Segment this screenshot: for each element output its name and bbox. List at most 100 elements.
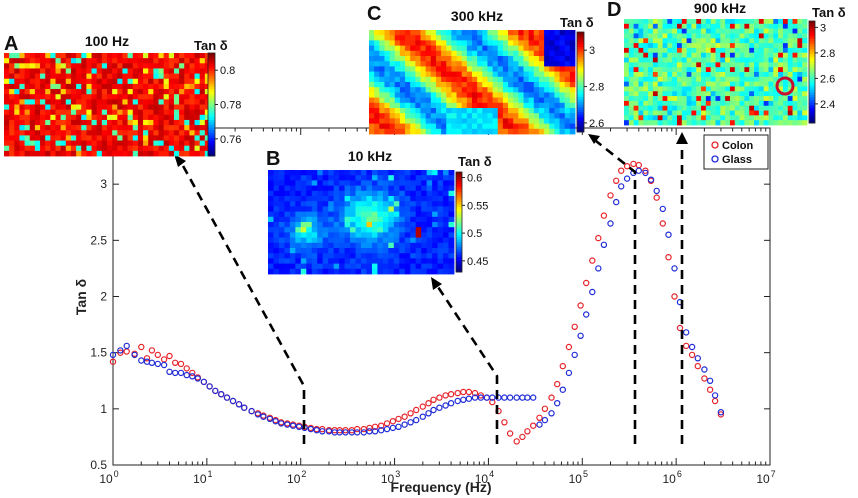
colorbar-segment bbox=[208, 109, 215, 113]
heatmap-cell bbox=[143, 104, 149, 111]
heatmap-cell bbox=[482, 87, 488, 93]
heatmap-cell bbox=[421, 201, 428, 207]
heatmap-cell bbox=[168, 53, 175, 59]
heatmap-cell bbox=[410, 30, 416, 36]
heatmap-cell bbox=[705, 86, 712, 92]
heatmap-cell bbox=[758, 67, 765, 73]
heatmap-cell bbox=[19, 114, 25, 121]
heatmap-cell bbox=[143, 78, 149, 85]
heatmap-cell bbox=[34, 119, 41, 126]
heatmap-cell bbox=[328, 227, 335, 233]
heatmap-cell bbox=[415, 113, 421, 119]
heatmap-cell bbox=[443, 237, 449, 244]
heatmap-cell bbox=[168, 68, 175, 74]
heatmap-cell bbox=[107, 63, 113, 69]
heatmap-cell bbox=[34, 145, 41, 152]
heatmap-cell bbox=[701, 91, 707, 97]
heatmap-cell bbox=[40, 68, 46, 74]
colorbar-segment bbox=[809, 43, 815, 47]
heatmap-cell bbox=[194, 145, 201, 152]
heatmap-cell bbox=[382, 222, 389, 228]
heatmap-cell bbox=[749, 43, 755, 49]
heatmap-cell bbox=[648, 100, 654, 107]
heatmap-cell bbox=[377, 242, 384, 249]
heatmap-cell bbox=[132, 119, 139, 126]
heatmap-cell bbox=[715, 67, 721, 73]
heatmap-cell bbox=[96, 83, 103, 90]
heatmap-cell bbox=[797, 33, 803, 39]
heatmap-cell bbox=[696, 96, 702, 102]
colorbar-segment bbox=[577, 104, 584, 108]
heatmap-cell bbox=[289, 206, 296, 212]
heatmap-cell bbox=[710, 91, 716, 97]
heatmap-cell bbox=[295, 185, 302, 192]
heatmap-cell bbox=[638, 57, 644, 63]
data-point-glass bbox=[425, 410, 432, 417]
heatmap-cell bbox=[179, 150, 185, 157]
heatmap-cell bbox=[441, 113, 447, 119]
heatmap-cell bbox=[768, 105, 774, 111]
heatmap-cell bbox=[377, 175, 384, 181]
heatmap-cell bbox=[86, 78, 92, 85]
colorbar-segment bbox=[577, 112, 584, 115]
heatmap-cell bbox=[410, 87, 416, 93]
heatmap-cell bbox=[652, 62, 659, 68]
heatmap-cell bbox=[306, 185, 313, 192]
heatmap-cell bbox=[667, 62, 673, 68]
heatmap-cell bbox=[382, 196, 389, 202]
heatmap-cell bbox=[544, 35, 550, 41]
heatmap-cell bbox=[173, 58, 180, 64]
heatmap-cell bbox=[344, 222, 351, 228]
heatmap-cell bbox=[437, 227, 444, 233]
heatmap-cell bbox=[652, 91, 659, 97]
heatmap-cell bbox=[676, 62, 683, 68]
heatmap-cell bbox=[564, 87, 571, 93]
data-point-colon bbox=[425, 400, 432, 407]
heatmap-cell bbox=[311, 237, 318, 244]
heatmap-cell bbox=[415, 232, 422, 238]
heatmap-cell bbox=[405, 45, 411, 52]
heatmap-cell bbox=[137, 83, 144, 90]
heatmap-cell bbox=[430, 56, 437, 62]
heatmap-cell bbox=[137, 89, 144, 95]
heatmap-cell bbox=[487, 40, 493, 46]
heatmap-cell bbox=[564, 108, 571, 114]
heatmap-cell bbox=[328, 263, 335, 270]
heatmap-cell bbox=[9, 99, 15, 105]
heatmap-cell bbox=[328, 253, 335, 259]
heatmap-cell bbox=[792, 81, 798, 87]
heatmap-cell bbox=[388, 175, 395, 181]
data-point-glass bbox=[513, 394, 520, 401]
heatmap-cell bbox=[802, 76, 808, 83]
heatmap-cell bbox=[199, 78, 206, 85]
heatmap-cell bbox=[420, 128, 427, 135]
heatmap-cell bbox=[802, 28, 808, 34]
heatmap-cell bbox=[715, 57, 721, 63]
heatmap-cell bbox=[420, 56, 427, 62]
heatmap-cell bbox=[86, 150, 92, 157]
heatmap-cell bbox=[456, 87, 463, 93]
heatmap-cell bbox=[744, 110, 750, 116]
heatmap-cell bbox=[569, 50, 576, 57]
heatmap-cell bbox=[528, 76, 535, 83]
heatmap-cell bbox=[388, 258, 395, 264]
heatmap-cell bbox=[4, 78, 10, 85]
heatmap-cell bbox=[633, 86, 639, 92]
heatmap-cell bbox=[502, 76, 509, 83]
heatmap-cell bbox=[379, 61, 385, 67]
heatmap-cell bbox=[65, 145, 72, 152]
heatmap-cell bbox=[393, 180, 400, 186]
heatmap-cell bbox=[497, 118, 504, 124]
heatmap-cell bbox=[643, 105, 649, 111]
heatmap-cell bbox=[295, 263, 302, 270]
heatmap-cell bbox=[643, 100, 649, 107]
heatmap-cell bbox=[153, 89, 159, 95]
heatmap-cell bbox=[492, 30, 499, 36]
data-point-colon bbox=[183, 365, 190, 372]
heatmap-cell bbox=[778, 110, 784, 116]
heatmap-cell bbox=[60, 63, 67, 69]
heatmap-cell bbox=[564, 113, 571, 119]
heatmap-cell bbox=[295, 222, 302, 228]
heatmap-cell bbox=[377, 237, 384, 244]
heatmap-cell bbox=[787, 110, 793, 116]
